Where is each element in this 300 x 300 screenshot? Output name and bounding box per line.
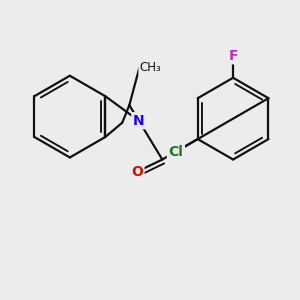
Text: F: F [228,49,238,63]
Text: O: O [131,165,143,179]
Text: CH₃: CH₃ [139,61,161,74]
Text: Cl: Cl [169,145,183,159]
Text: N: N [133,114,145,128]
